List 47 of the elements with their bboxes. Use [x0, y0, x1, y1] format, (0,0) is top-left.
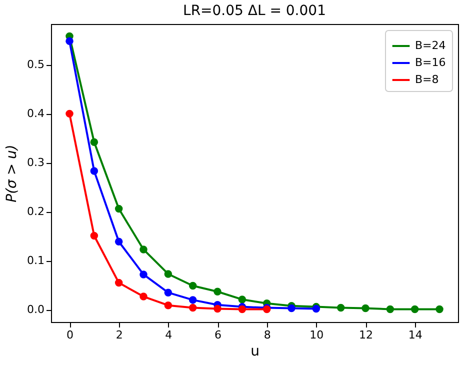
x-tick-label: 8 — [264, 328, 271, 342]
point — [114, 278, 123, 287]
y-tick-label: 0.1 — [27, 254, 44, 268]
x-tick-label: 12 — [359, 328, 373, 342]
point — [164, 301, 172, 310]
point — [140, 246, 148, 254]
x-axis-title: u — [250, 344, 260, 360]
y-axis-title: P(σ > u) — [4, 144, 20, 202]
point — [164, 288, 172, 296]
point — [214, 304, 222, 313]
point — [90, 167, 98, 175]
point — [66, 110, 74, 118]
point — [288, 304, 296, 312]
x-tick-label: 2 — [116, 328, 123, 342]
point — [188, 296, 197, 304]
x-tick-label: 14 — [408, 328, 422, 342]
point — [114, 204, 123, 213]
point — [90, 232, 98, 240]
y-tick-label: 0.0 — [27, 303, 44, 316]
x-tick-label: 6 — [214, 328, 222, 342]
x-tick-label: 4 — [165, 328, 172, 342]
y-tick-label: 0.5 — [27, 58, 44, 72]
legend-label: B=24 — [415, 39, 446, 52]
point — [164, 270, 172, 278]
point — [214, 288, 222, 296]
chart-title: LR=0.05 ΔL = 0.001 — [183, 3, 326, 19]
point — [238, 305, 246, 314]
point — [140, 292, 148, 300]
y-tick-label: 0.4 — [27, 107, 44, 120]
point — [114, 238, 123, 246]
y-tick-label: 0.3 — [27, 156, 44, 170]
point — [436, 305, 444, 314]
point — [410, 305, 419, 314]
point — [336, 304, 345, 312]
x-tick-label: 0 — [66, 328, 74, 342]
point — [90, 138, 98, 146]
point — [238, 296, 246, 304]
y-tick-label: 0.2 — [27, 205, 44, 218]
point — [386, 305, 394, 314]
x-tick-label: 10 — [310, 328, 324, 342]
point — [188, 304, 197, 312]
point — [66, 37, 74, 46]
legend-label: B=16 — [415, 56, 446, 69]
legend-label: B=8 — [415, 73, 439, 86]
point — [140, 270, 148, 278]
point — [362, 304, 370, 312]
point — [188, 282, 197, 290]
